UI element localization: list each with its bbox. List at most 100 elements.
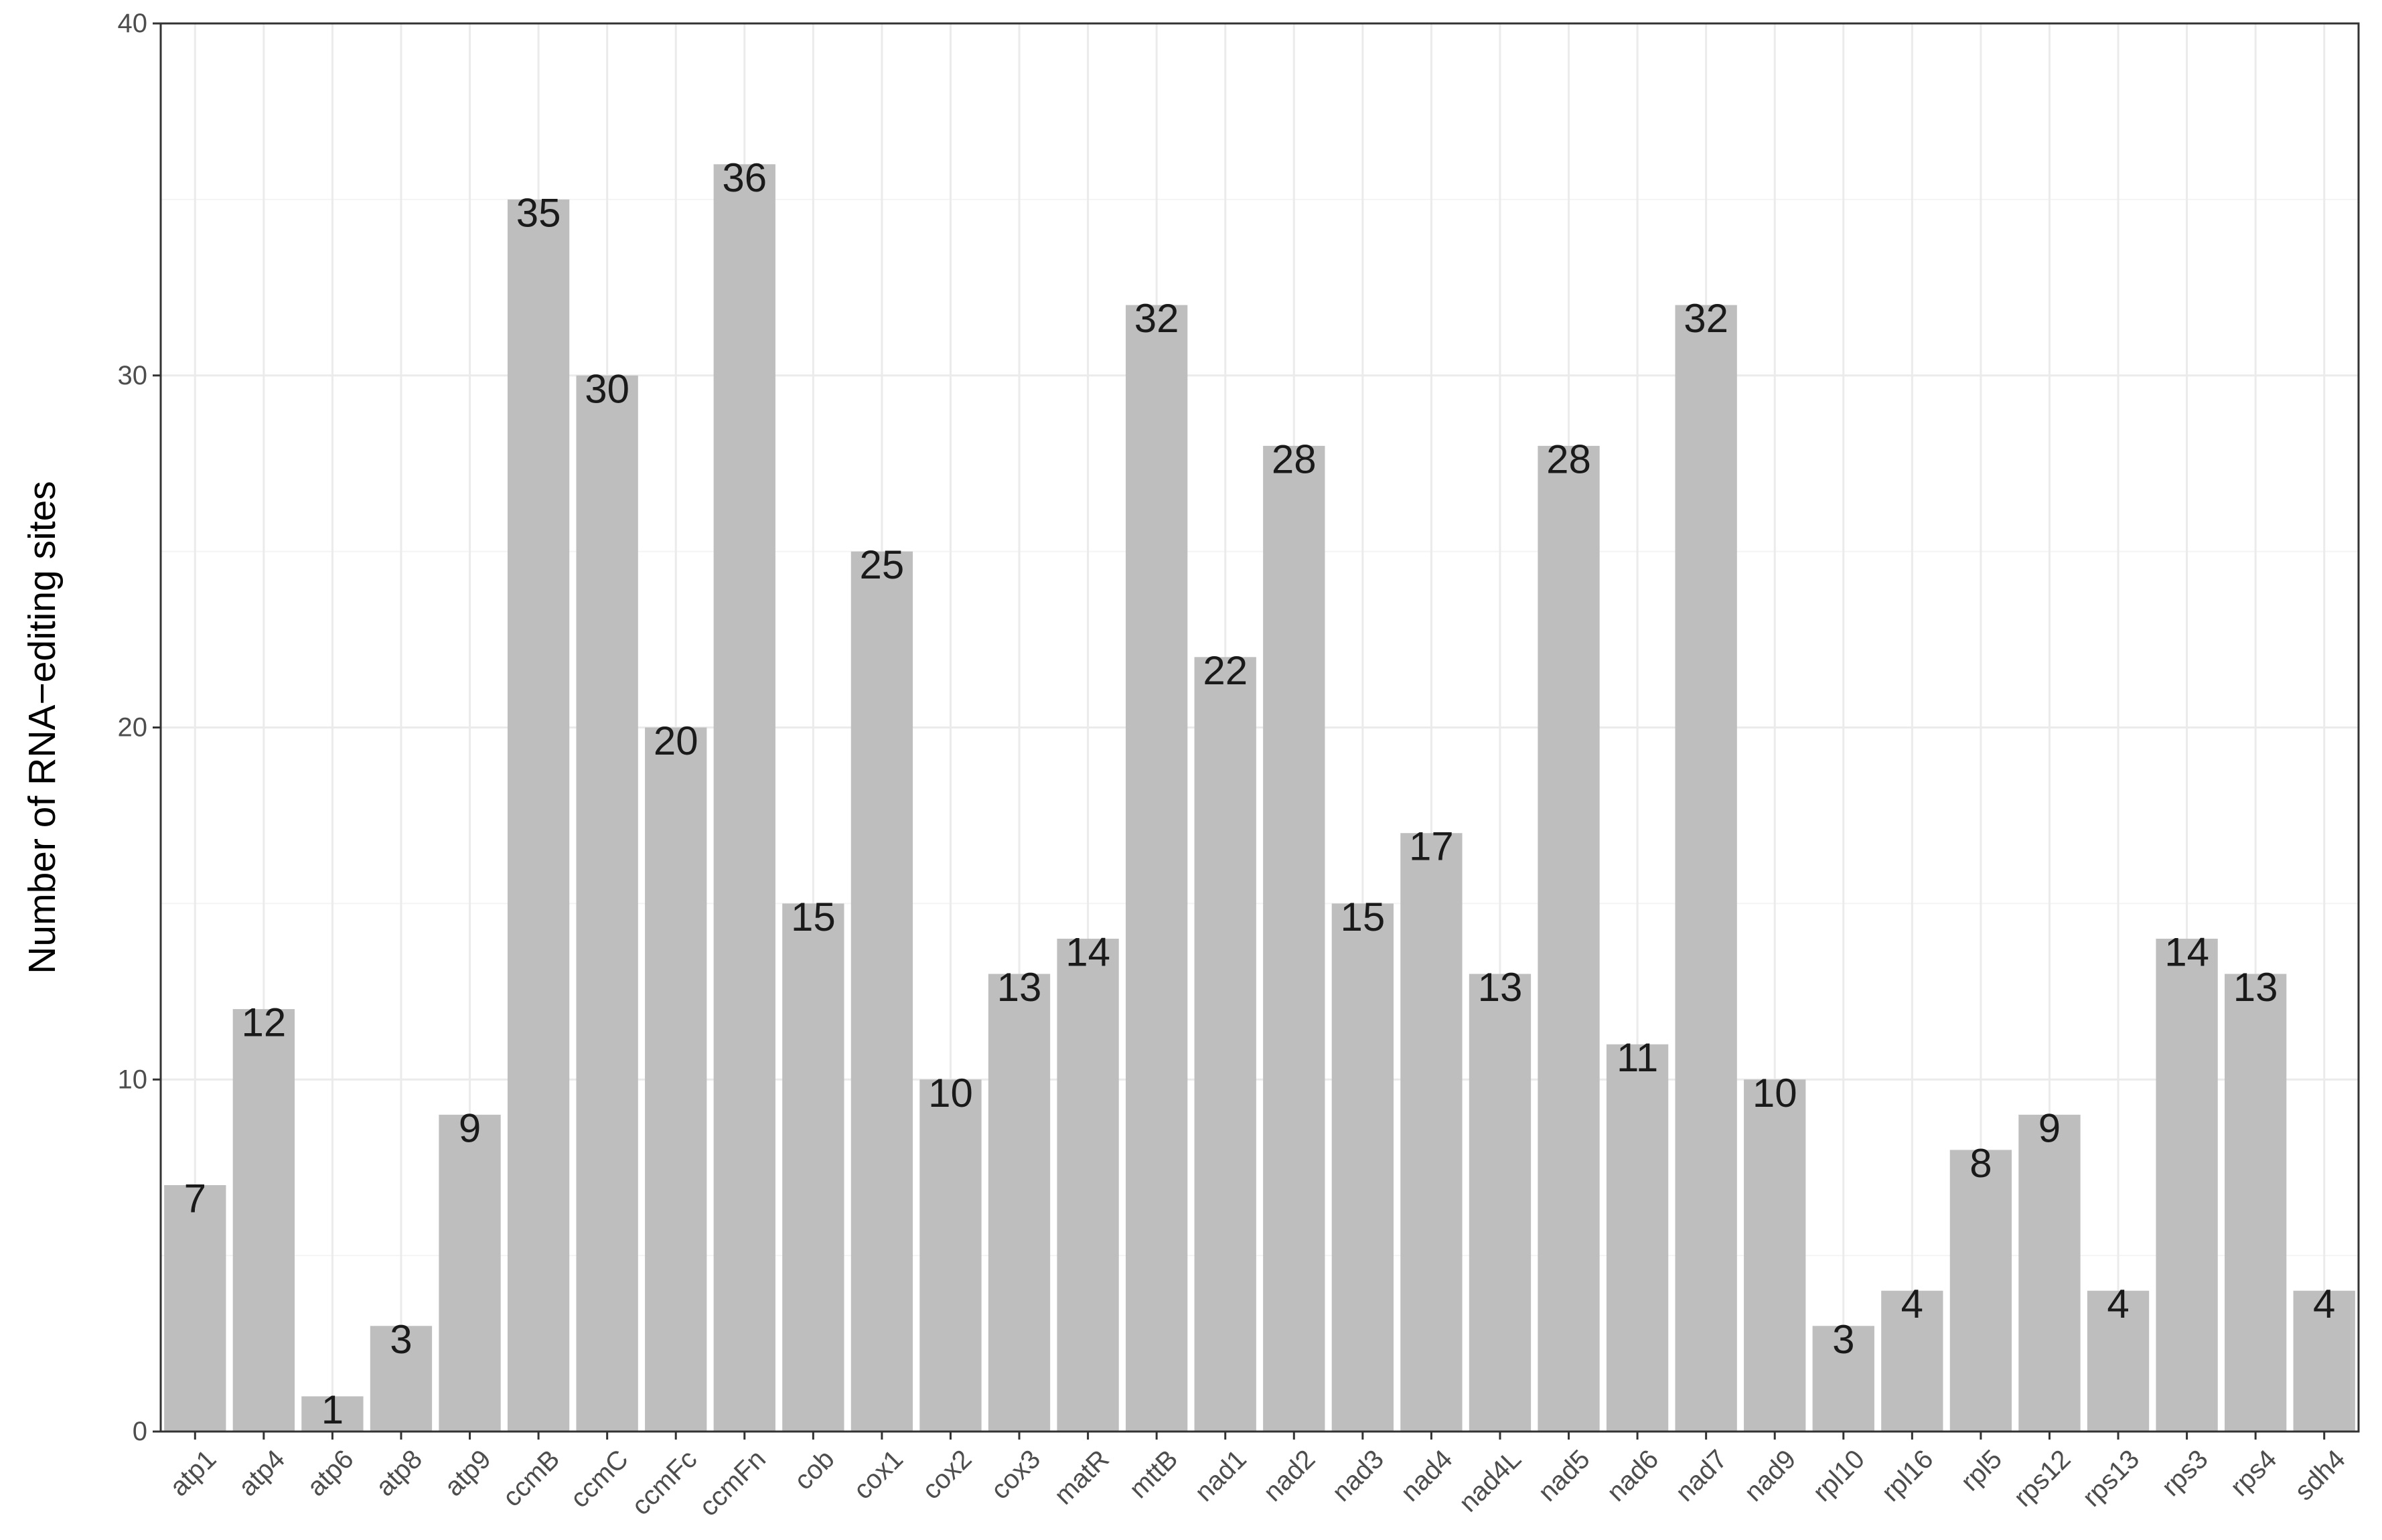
x-tick-label-nad7: nad7	[1670, 1444, 1733, 1507]
x-tick-label-rps13: rps13	[2077, 1444, 2145, 1513]
data-label-mttB: 32	[1134, 296, 1179, 341]
bar-matR	[1057, 938, 1119, 1432]
bar-mttB	[1126, 305, 1188, 1432]
bar-atp8	[370, 1326, 433, 1432]
data-label-sdh4: 4	[2313, 1282, 2335, 1326]
data-label-cox1: 25	[860, 542, 905, 587]
bar-nad2	[1263, 445, 1325, 1432]
y-tick-label: 20	[118, 713, 148, 743]
bar-atp6	[301, 1396, 364, 1432]
data-label-nad4L: 13	[1478, 965, 1523, 1010]
y-axis-title: Number of RNA−editing sites	[21, 481, 64, 974]
x-tick-label-nad6: nad6	[1601, 1444, 1664, 1507]
data-label-nad6: 11	[1617, 1035, 1658, 1080]
data-label-nad9: 10	[1753, 1071, 1797, 1115]
data-label-nad7: 32	[1684, 296, 1728, 341]
y-tick-label: 0	[133, 1417, 147, 1446]
bar-rps4	[2225, 974, 2287, 1432]
x-tick-label-ccmFn: ccmFn	[694, 1444, 771, 1522]
x-tick-label-nad5: nad5	[1533, 1444, 1596, 1507]
x-tick-label-nad1: nad1	[1189, 1444, 1252, 1507]
bar-ccmFn	[713, 164, 775, 1432]
bar-nad4L	[1469, 974, 1532, 1432]
bar-sdh4	[2293, 1290, 2355, 1432]
bar-rpl10	[1812, 1326, 1874, 1432]
x-tick-label-cox1: cox1	[848, 1444, 909, 1505]
x-tick-label-matR: matR	[1049, 1444, 1115, 1511]
data-label-ccmFn: 36	[722, 155, 767, 200]
bar-rpl5	[1949, 1150, 2012, 1432]
data-label-ccmFc: 20	[654, 718, 698, 763]
data-label-nad2: 28	[1272, 437, 1317, 481]
bar-rps13	[2087, 1290, 2150, 1432]
x-tick-label-ccmB: ccmB	[497, 1444, 565, 1513]
x-tick-label-rps4: rps4	[2225, 1444, 2282, 1502]
x-tick-label-mttB: mttB	[1124, 1444, 1183, 1504]
x-tick-label-nad3: nad3	[1327, 1444, 1390, 1507]
y-tick-label: 40	[118, 9, 148, 38]
data-label-atp8: 3	[390, 1317, 412, 1362]
x-tick-label-nad9: nad9	[1738, 1444, 1801, 1507]
bar-nad4	[1400, 833, 1463, 1432]
x-tick-label-cox3: cox3	[985, 1444, 1046, 1505]
data-label-rps13: 4	[2107, 1282, 2129, 1326]
x-tick-label-ccmC: ccmC	[565, 1444, 634, 1513]
x-tick-label-rps12: rps12	[2008, 1444, 2077, 1513]
bar-nad5	[1538, 445, 1600, 1432]
data-label-rpl16: 4	[1901, 1282, 1923, 1326]
bar-ccmC	[576, 375, 638, 1432]
bar-cox3	[988, 974, 1051, 1432]
data-label-cox2: 10	[928, 1071, 973, 1115]
bar-atp4	[232, 1009, 295, 1432]
x-tick-label-rps3: rps3	[2156, 1444, 2214, 1502]
data-label-nad5: 28	[1546, 437, 1591, 481]
data-label-atp6: 1	[321, 1387, 344, 1432]
x-tick-label-sdh4: sdh4	[2289, 1444, 2351, 1506]
x-tick-label-atp6: atp6	[301, 1444, 359, 1502]
data-label-cox3: 13	[997, 965, 1042, 1010]
bar-atp1	[164, 1184, 226, 1432]
x-tick-label-atp1: atp1	[164, 1444, 222, 1502]
bar-ccmB	[507, 199, 570, 1432]
data-label-nad4: 17	[1409, 824, 1454, 869]
bar-nad9	[1744, 1079, 1806, 1432]
data-label-rps12: 9	[2038, 1105, 2061, 1150]
data-label-matR: 14	[1065, 929, 1110, 974]
x-tick-label-rpl16: rpl16	[1876, 1444, 1939, 1507]
data-label-ccmC: 30	[585, 366, 629, 411]
x-tick-label-atp9: atp9	[439, 1444, 497, 1502]
x-tick-label-nad4: nad4	[1396, 1444, 1459, 1507]
x-tick-label-rpl5: rpl5	[1955, 1444, 2008, 1496]
x-tick-label-rpl10: rpl10	[1807, 1444, 1870, 1507]
bar-nad7	[1675, 305, 1737, 1432]
data-label-atp1: 7	[184, 1176, 206, 1221]
x-tick-label-cob: cob	[789, 1444, 840, 1496]
x-tick-label-atp4: atp4	[233, 1444, 291, 1502]
y-tick-label: 10	[118, 1065, 148, 1094]
data-label-ccmB: 35	[516, 190, 561, 235]
data-label-rpl5: 8	[1969, 1141, 1992, 1186]
data-labels: 7121393530203615251013143222281517132811…	[184, 155, 2336, 1432]
bar-nad3	[1331, 903, 1394, 1432]
data-label-rps4: 13	[2233, 965, 2278, 1010]
x-tick-label-nad4L: nad4L	[1453, 1444, 1527, 1518]
bar-cox1	[850, 551, 913, 1432]
data-label-nad1: 22	[1203, 648, 1248, 693]
bar-atp9	[439, 1114, 501, 1432]
data-label-rps3: 14	[2164, 929, 2209, 974]
bars	[164, 164, 2355, 1432]
data-label-rpl10: 3	[1832, 1317, 1854, 1362]
x-tick-label-atp8: atp8	[370, 1444, 428, 1502]
x-tick-label-cox2: cox2	[917, 1444, 978, 1505]
bar-rps12	[2018, 1114, 2081, 1432]
data-label-atp9: 9	[459, 1105, 481, 1150]
bar-rps3	[2156, 938, 2218, 1432]
bar-nad6	[1606, 1044, 1669, 1432]
data-label-nad3: 15	[1340, 895, 1385, 939]
y-axis: 0 10 20 30 40	[118, 9, 161, 1446]
data-label-atp4: 12	[241, 1000, 286, 1045]
data-label-cob: 15	[791, 895, 836, 939]
bar-cox2	[919, 1079, 982, 1432]
